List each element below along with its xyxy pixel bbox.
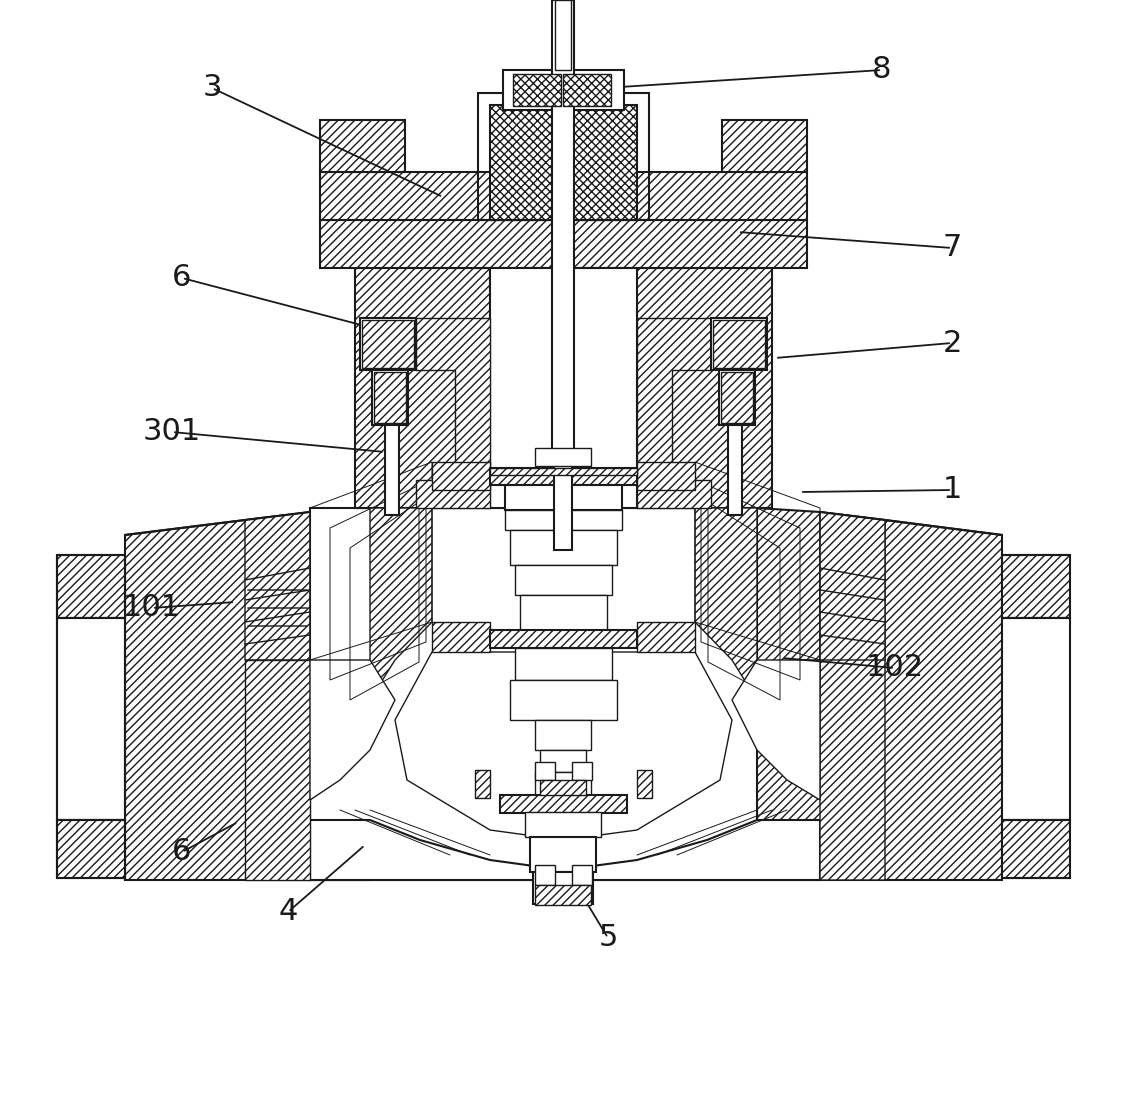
Polygon shape: [57, 820, 125, 878]
Text: 1: 1: [942, 476, 961, 504]
Bar: [573, 865, 592, 885]
Polygon shape: [416, 319, 490, 508]
Polygon shape: [505, 486, 622, 510]
Polygon shape: [57, 555, 125, 618]
Text: 7: 7: [942, 233, 961, 262]
Text: 2: 2: [942, 328, 961, 357]
Polygon shape: [490, 630, 637, 648]
Text: 4: 4: [278, 897, 298, 927]
Bar: [535, 720, 591, 750]
Text: 101: 101: [123, 594, 181, 623]
Polygon shape: [1002, 555, 1070, 618]
Bar: [533, 872, 593, 904]
Bar: [374, 372, 406, 422]
Polygon shape: [310, 820, 820, 880]
Bar: [713, 320, 765, 368]
Polygon shape: [820, 512, 885, 660]
Polygon shape: [637, 268, 772, 508]
Polygon shape: [310, 508, 757, 880]
Text: 301: 301: [143, 417, 201, 447]
Text: 3: 3: [202, 73, 222, 103]
Polygon shape: [733, 660, 820, 800]
Bar: [490, 268, 637, 508]
Bar: [503, 70, 624, 109]
Text: 5: 5: [598, 924, 618, 952]
Text: 102: 102: [866, 654, 924, 682]
Polygon shape: [370, 508, 432, 700]
Polygon shape: [245, 512, 310, 660]
Bar: [711, 319, 767, 371]
Polygon shape: [1002, 820, 1070, 878]
Polygon shape: [490, 468, 637, 486]
Polygon shape: [125, 508, 370, 880]
Polygon shape: [320, 173, 807, 220]
Polygon shape: [637, 319, 711, 508]
Polygon shape: [490, 468, 637, 474]
Polygon shape: [57, 618, 125, 820]
Polygon shape: [310, 660, 394, 800]
Polygon shape: [515, 565, 612, 595]
Text: 8: 8: [872, 55, 891, 84]
Polygon shape: [355, 268, 490, 508]
Bar: [728, 425, 742, 515]
Polygon shape: [245, 660, 310, 880]
Bar: [490, 105, 637, 220]
Polygon shape: [695, 508, 757, 700]
Polygon shape: [757, 508, 1002, 880]
Bar: [525, 812, 601, 837]
Bar: [719, 371, 755, 425]
Polygon shape: [637, 462, 695, 490]
Bar: [552, 0, 574, 450]
Polygon shape: [432, 462, 490, 490]
Bar: [535, 762, 554, 780]
Polygon shape: [820, 512, 885, 880]
Polygon shape: [474, 770, 490, 799]
Bar: [721, 372, 753, 422]
Bar: [554, 0, 571, 70]
Bar: [535, 865, 554, 885]
Bar: [535, 448, 591, 466]
Polygon shape: [320, 119, 405, 173]
Bar: [530, 837, 596, 872]
Bar: [372, 371, 408, 425]
Bar: [362, 320, 414, 368]
Polygon shape: [320, 220, 807, 268]
Bar: [573, 762, 592, 780]
Polygon shape: [1002, 618, 1070, 820]
Text: 6: 6: [172, 837, 192, 866]
Polygon shape: [432, 622, 490, 653]
Bar: [535, 885, 591, 905]
Polygon shape: [500, 795, 627, 813]
Polygon shape: [637, 622, 695, 653]
Bar: [385, 425, 399, 515]
Polygon shape: [637, 770, 653, 799]
Bar: [540, 780, 586, 795]
Polygon shape: [520, 595, 607, 630]
Bar: [554, 450, 573, 550]
Polygon shape: [511, 680, 616, 720]
Bar: [540, 750, 586, 772]
Bar: [360, 319, 416, 371]
Polygon shape: [515, 648, 612, 680]
Polygon shape: [394, 653, 733, 839]
Bar: [564, 74, 611, 106]
Polygon shape: [505, 510, 622, 530]
Polygon shape: [722, 119, 807, 173]
Bar: [535, 772, 591, 797]
Text: 6: 6: [172, 263, 192, 292]
Bar: [478, 93, 649, 220]
Polygon shape: [511, 530, 616, 565]
Bar: [513, 74, 561, 106]
